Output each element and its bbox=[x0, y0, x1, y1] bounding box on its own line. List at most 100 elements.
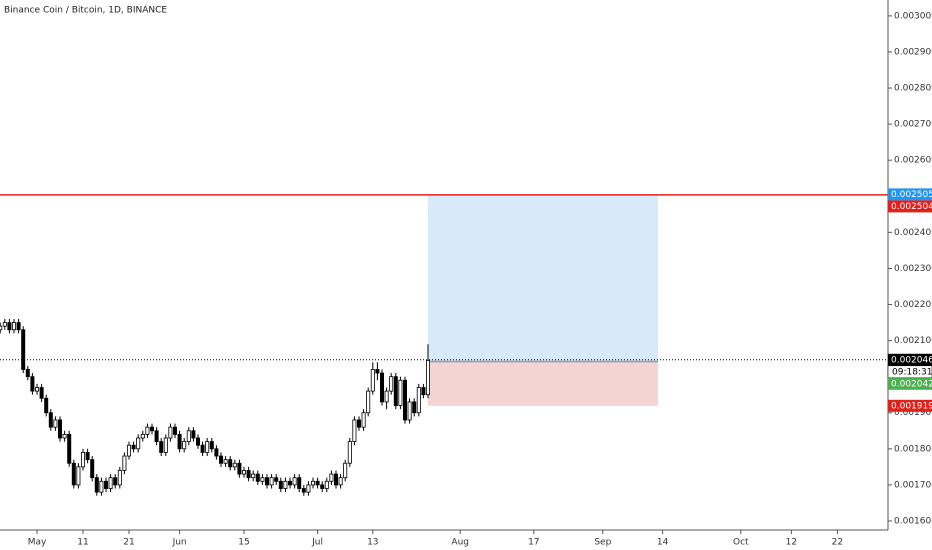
candle-body bbox=[58, 419, 63, 439]
price-label: 0.0019192 bbox=[891, 401, 932, 411]
candle-body bbox=[264, 477, 269, 486]
candle-body bbox=[356, 419, 361, 428]
x-tick-label: 14 bbox=[657, 538, 669, 548]
candle-body bbox=[127, 444, 132, 457]
candle-body bbox=[416, 387, 421, 414]
candle-body bbox=[333, 473, 338, 486]
x-tick-label: Oct bbox=[733, 538, 749, 548]
price-label: 0.0020422 bbox=[891, 379, 932, 389]
candle-body bbox=[131, 444, 136, 450]
y-tick-label: 0.0030000 bbox=[894, 11, 932, 21]
candle-body bbox=[407, 401, 412, 421]
candle-body bbox=[0, 325, 3, 331]
candle-body bbox=[241, 470, 246, 475]
candle-body bbox=[306, 484, 311, 493]
candle-body bbox=[30, 376, 35, 392]
candle-body bbox=[149, 426, 154, 432]
candle-body bbox=[324, 480, 329, 489]
candle-body bbox=[370, 369, 375, 392]
x-tick-label: 11 bbox=[77, 538, 88, 548]
price-label-bg bbox=[888, 399, 932, 412]
candle-body bbox=[251, 473, 256, 479]
candle-body bbox=[297, 477, 302, 489]
candle-body bbox=[209, 441, 214, 450]
x-tick-label: Jun bbox=[172, 538, 187, 548]
candle-body bbox=[343, 462, 348, 479]
candle-body bbox=[182, 441, 187, 450]
x-tick-label: 22 bbox=[832, 538, 843, 548]
candle-body bbox=[352, 419, 357, 443]
candle-body bbox=[90, 459, 95, 479]
candle-body bbox=[278, 480, 283, 489]
x-tick-label: May bbox=[28, 538, 47, 548]
candle-body bbox=[347, 441, 352, 464]
x-tick-label: 15 bbox=[238, 538, 249, 548]
candle-body bbox=[237, 462, 242, 475]
candle-body bbox=[122, 455, 127, 471]
candle-body bbox=[361, 412, 366, 428]
candle-body bbox=[338, 477, 343, 486]
candle-body bbox=[283, 480, 288, 489]
candle-body bbox=[379, 372, 384, 403]
candle-body bbox=[39, 387, 44, 399]
y-tick-label: 0.0022000 bbox=[894, 300, 932, 310]
y-tick-label: 0.0016000 bbox=[894, 516, 932, 526]
candle-body bbox=[384, 390, 389, 403]
candle-body bbox=[274, 477, 279, 482]
y-tick-label: 0.0026000 bbox=[894, 156, 932, 166]
candle-body bbox=[145, 426, 150, 435]
candle-body bbox=[117, 470, 122, 486]
candle-body bbox=[168, 426, 173, 439]
candle-body bbox=[7, 322, 12, 331]
candle-body bbox=[218, 455, 223, 464]
x-tick-label: Sep bbox=[594, 538, 611, 548]
x-tick-label: 21 bbox=[123, 538, 134, 548]
candle-body bbox=[16, 322, 21, 331]
x-tick-label: 17 bbox=[528, 538, 539, 548]
countdown: 09:18:31 bbox=[892, 367, 932, 377]
candle-body bbox=[205, 441, 210, 453]
candle-body bbox=[287, 480, 292, 486]
price-label: 0.0025052 bbox=[891, 190, 932, 200]
candle-body bbox=[195, 437, 200, 446]
candle-body bbox=[412, 401, 417, 414]
candle-body bbox=[393, 376, 398, 406]
price-label-bg bbox=[888, 377, 932, 390]
candle-body bbox=[246, 470, 251, 479]
candle-body bbox=[76, 466, 81, 486]
price-label-bg bbox=[888, 188, 932, 201]
candle-body bbox=[136, 437, 141, 450]
candle-body bbox=[11, 322, 16, 331]
candle-body bbox=[301, 488, 306, 493]
x-tick-label: Aug bbox=[451, 538, 469, 548]
candle-body bbox=[48, 412, 53, 428]
candle-body bbox=[186, 430, 191, 443]
candle-body bbox=[113, 477, 118, 486]
candle-body bbox=[177, 433, 182, 450]
y-tick-label: 0.0028000 bbox=[894, 84, 932, 94]
candle-body bbox=[108, 477, 113, 489]
price-label: 0.0020468 bbox=[891, 355, 932, 365]
candle-body bbox=[232, 462, 237, 468]
x-tick-label: 13 bbox=[367, 538, 378, 548]
candle-body bbox=[310, 480, 315, 486]
candle-body bbox=[21, 329, 26, 370]
candle-body bbox=[71, 462, 76, 486]
candle-body bbox=[99, 480, 104, 493]
position-profit-zone bbox=[428, 194, 658, 362]
candle-body bbox=[329, 473, 334, 482]
candle-body bbox=[228, 459, 233, 468]
candle-body bbox=[25, 369, 30, 378]
candle-body bbox=[292, 477, 297, 486]
candle-body bbox=[223, 459, 228, 464]
y-tick-label: 0.0018000 bbox=[894, 444, 932, 454]
y-tick-label: 0.0024000 bbox=[894, 228, 932, 238]
candle-body bbox=[421, 387, 426, 396]
y-tick-label: 0.0023000 bbox=[894, 264, 932, 274]
y-tick-label: 0.0027000 bbox=[894, 120, 932, 130]
x-tick-label: Jul bbox=[311, 538, 323, 548]
y-tick-label: 0.0029000 bbox=[894, 47, 932, 57]
candle-body bbox=[260, 477, 265, 482]
